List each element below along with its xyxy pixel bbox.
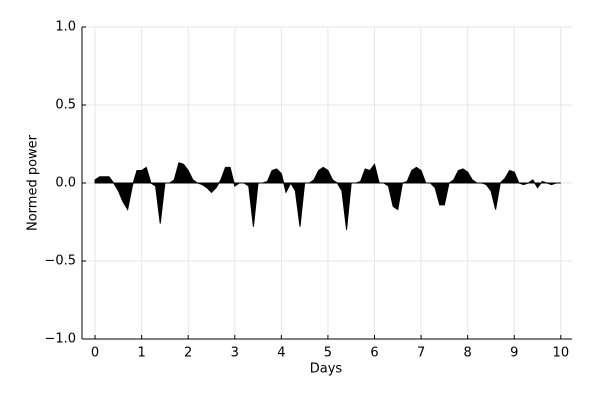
x-axis-label: Days bbox=[310, 362, 343, 377]
x-tick-label: 8 bbox=[464, 346, 472, 361]
x-tick-label: 10 bbox=[553, 346, 570, 361]
x-tick-label: 3 bbox=[231, 346, 239, 361]
x-tick-label: 4 bbox=[277, 346, 285, 361]
y-tick-label: −1.0 bbox=[44, 332, 76, 347]
area bbox=[94, 162, 561, 230]
y-tick-label: 0.5 bbox=[55, 98, 76, 113]
y-axis-label: Normed power bbox=[26, 134, 41, 231]
x-tick-label: 1 bbox=[137, 346, 145, 361]
y-tick-label: 0.0 bbox=[55, 176, 76, 191]
y-tick-label: 1.0 bbox=[55, 20, 76, 35]
x-tick-label: 0 bbox=[91, 346, 99, 361]
x-tick-label: 2 bbox=[184, 346, 192, 361]
x-tick-label: 5 bbox=[324, 346, 332, 361]
x-tick-label: 9 bbox=[510, 346, 518, 361]
x-tick-label: 7 bbox=[417, 346, 425, 361]
y-tick-label: −0.5 bbox=[44, 254, 76, 269]
x-tick-label: 6 bbox=[370, 346, 378, 361]
